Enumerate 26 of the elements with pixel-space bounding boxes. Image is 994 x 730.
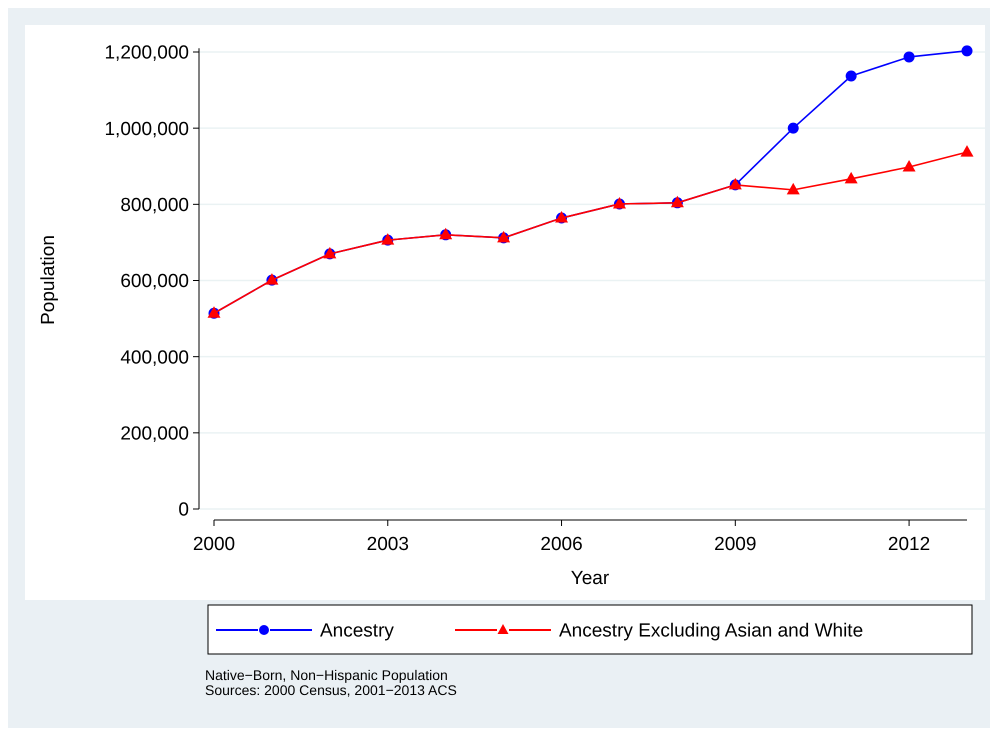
- y-tick-label: 1,000,000: [104, 118, 189, 140]
- y-tick-label: 1,200,000: [104, 42, 189, 64]
- legend-label: Ancestry Excluding Asian and White: [559, 620, 864, 642]
- x-axis-title: Year: [570, 568, 610, 589]
- point: [962, 45, 972, 56]
- x-tick-label: 2009: [714, 534, 756, 555]
- y-tick-label: 200,000: [120, 423, 189, 444]
- x-tick-label: 2003: [366, 534, 409, 555]
- y-tick-label: 800,000: [120, 194, 189, 216]
- x-tick-label: 2006: [540, 534, 583, 555]
- y-tick-label: 400,000: [120, 347, 189, 368]
- point: [902, 160, 916, 172]
- y-axis-title: Population: [38, 235, 59, 325]
- point: [960, 145, 974, 157]
- point: [786, 182, 800, 194]
- legend-label: Ancestry: [320, 620, 394, 642]
- x-tick-label: 2000: [192, 534, 236, 555]
- y-tick-label: 0: [178, 500, 189, 521]
- point: [846, 70, 857, 82]
- text: Native−Born, Non−Hispanic Population: [205, 667, 448, 683]
- y-tick-label: 600,000: [120, 271, 189, 292]
- point: [788, 122, 799, 134]
- point: [844, 172, 858, 184]
- source-note: Sources: 2000 Census, 2001−2013 ACS: [205, 682, 457, 698]
- x-tick-label: 2012: [888, 534, 930, 555]
- point: [904, 51, 915, 62]
